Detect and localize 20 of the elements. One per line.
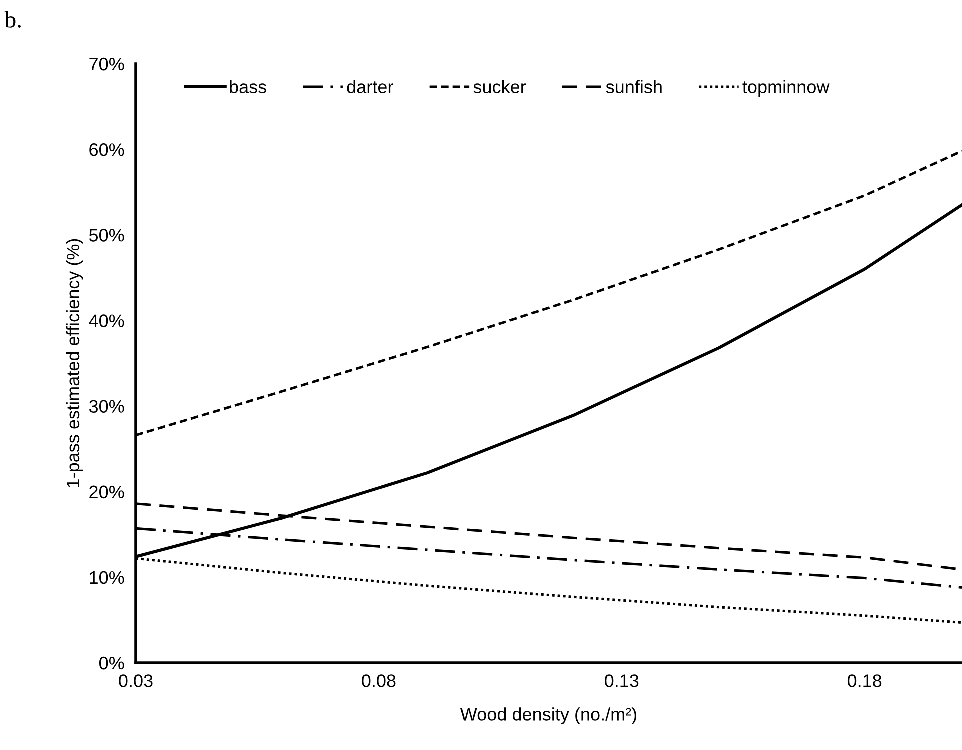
y-tick-label: 10% (90, 571, 124, 584)
y-tick-label: 60% (90, 144, 124, 156)
x-tick-label: 0.18 (848, 674, 882, 688)
legend-label: sunfish (606, 80, 662, 94)
y-tick-label: 0% (100, 656, 124, 670)
y-tick-label: 70% (90, 58, 124, 71)
y-tick-label: 50% (89, 229, 124, 242)
x-tick-label: 0.03 (119, 674, 153, 688)
legend-label: darter (347, 80, 394, 94)
legend-label: sucker (474, 80, 526, 94)
y-tick-label: 30% (89, 400, 124, 414)
chart-title: b. (4, 11, 21, 28)
x-tick-label: 0.08 (362, 674, 396, 688)
x-axis-title: Wood density (no./m²) (460, 708, 637, 724)
y-tick-label: 40% (89, 314, 124, 328)
x-tick-label: 0.13 (605, 674, 639, 688)
y-tick-label: 20% (90, 486, 124, 499)
legend-label: topminnow (742, 80, 830, 98)
y-axis-title: 1-pass estimated efficiency (%) (66, 239, 84, 488)
legend-label: bass (230, 80, 266, 94)
